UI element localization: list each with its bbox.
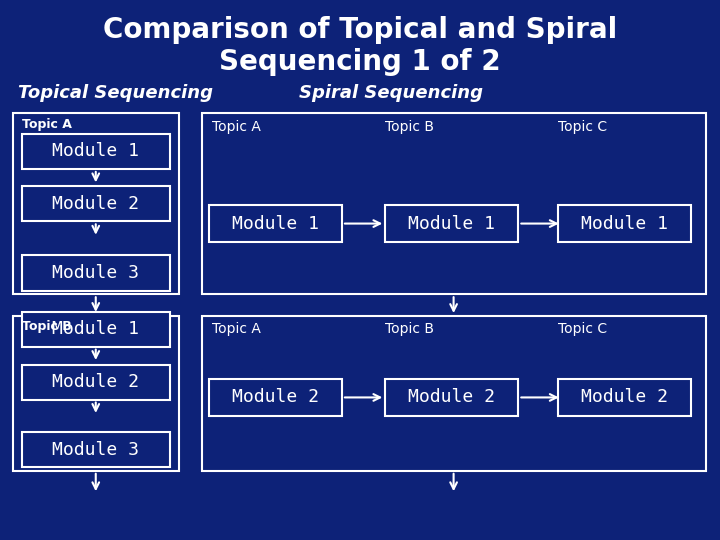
FancyBboxPatch shape [385, 379, 518, 416]
Text: Topic C: Topic C [558, 322, 607, 336]
Text: Topic C: Topic C [558, 120, 607, 134]
Text: Sequencing 1 of 2: Sequencing 1 of 2 [219, 48, 501, 76]
FancyBboxPatch shape [22, 312, 170, 347]
Text: Module 1: Module 1 [581, 214, 668, 233]
Text: Topic A: Topic A [22, 118, 71, 131]
FancyBboxPatch shape [202, 316, 706, 471]
Text: Module 2: Module 2 [232, 388, 319, 407]
Text: Module 1: Module 1 [232, 214, 319, 233]
Text: Topic B: Topic B [385, 322, 434, 336]
FancyBboxPatch shape [558, 379, 691, 416]
Text: Topic A: Topic A [212, 322, 261, 336]
Text: Module 1: Module 1 [53, 320, 139, 338]
FancyBboxPatch shape [13, 113, 179, 294]
Text: Module 2: Module 2 [53, 195, 139, 213]
FancyBboxPatch shape [558, 205, 691, 242]
FancyBboxPatch shape [22, 255, 170, 291]
Text: Module 1: Module 1 [53, 143, 139, 160]
FancyBboxPatch shape [22, 186, 170, 221]
FancyBboxPatch shape [22, 432, 170, 467]
Text: Spiral Sequencing: Spiral Sequencing [299, 84, 483, 102]
Text: Module 3: Module 3 [53, 264, 139, 282]
FancyBboxPatch shape [202, 113, 706, 294]
FancyBboxPatch shape [209, 205, 342, 242]
Text: Comparison of Topical and Spiral: Comparison of Topical and Spiral [103, 16, 617, 44]
FancyBboxPatch shape [13, 316, 179, 471]
Text: Module 1: Module 1 [408, 214, 495, 233]
FancyBboxPatch shape [22, 134, 170, 169]
Text: Topic B: Topic B [22, 320, 71, 333]
FancyBboxPatch shape [385, 205, 518, 242]
Text: Module 2: Module 2 [581, 388, 668, 407]
Text: Module 2: Module 2 [53, 373, 139, 391]
Text: Module 3: Module 3 [53, 441, 139, 458]
FancyBboxPatch shape [22, 364, 170, 400]
Text: Module 2: Module 2 [408, 388, 495, 407]
Text: Topical Sequencing: Topical Sequencing [18, 84, 213, 102]
Text: Topic B: Topic B [385, 120, 434, 134]
FancyBboxPatch shape [209, 379, 342, 416]
Text: Topic A: Topic A [212, 120, 261, 134]
